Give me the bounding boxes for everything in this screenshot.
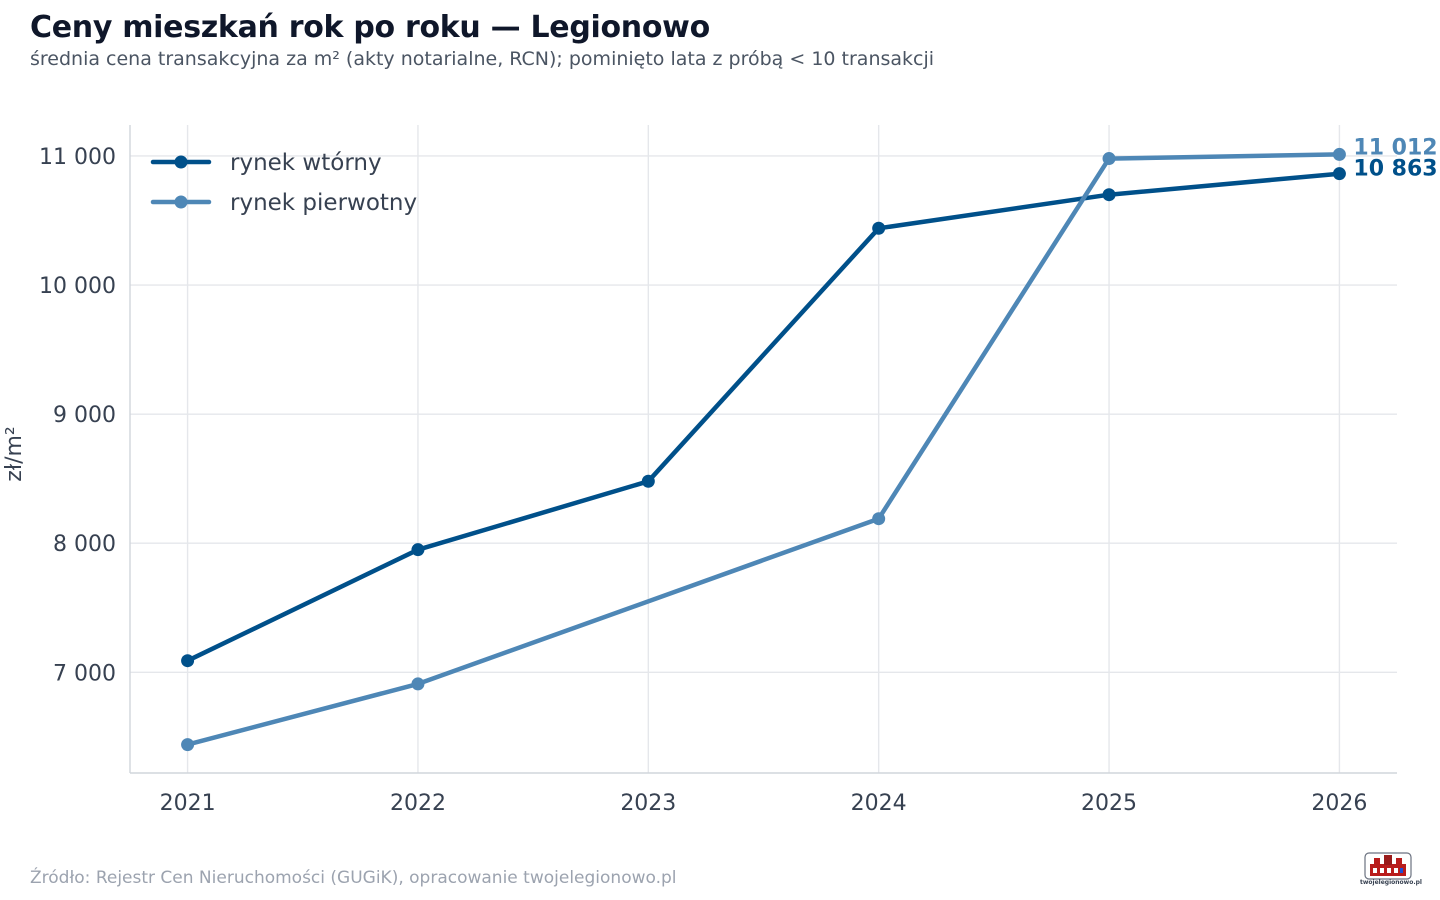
legend: rynek wtórny rynek pierwotny [150, 150, 417, 216]
data-series [181, 147, 1346, 752]
x-tick-label: 2024 [851, 791, 907, 816]
data-point [872, 512, 886, 526]
x-tick-label: 2021 [160, 791, 216, 816]
data-point [1332, 147, 1346, 161]
source-note: Źródło: Rejestr Cen Nieruchomości (GUGiK… [30, 868, 677, 888]
axes: 2021 2022 2023 2024 2025 2026 7 000 8 000 9 000 1… [2, 125, 1397, 816]
y-tick-label: 7 000 [53, 661, 116, 686]
legend-item: rynek pierwotny [150, 190, 417, 216]
data-point [872, 221, 886, 235]
data-point [1332, 167, 1346, 181]
x-tick-label: 2023 [620, 791, 676, 816]
data-point [1102, 188, 1116, 202]
twojelegionowo-logo-icon [1364, 852, 1412, 880]
legend-marker [174, 195, 188, 209]
data-point [411, 543, 425, 557]
series-line [185, 171, 1342, 663]
x-tick-label: 2026 [1311, 791, 1367, 816]
logo-caption: twojelegionowo.pl [1360, 879, 1422, 886]
y-tick-label: 11 000 [39, 145, 116, 170]
chart-subtitle: średnia cena transakcyjna za m² (akty no… [30, 48, 935, 70]
y-tick-label: 9 000 [53, 403, 116, 428]
data-point [181, 654, 195, 668]
y-axis-title: zł/m² [2, 426, 27, 481]
grid-lines [130, 125, 1397, 773]
chart-title: Ceny mieszkań rok po roku — Legionowo [30, 10, 710, 45]
data-point [1102, 152, 1116, 166]
data-point [641, 474, 655, 488]
legend-item: rynek wtórny [150, 150, 382, 176]
x-tick-label: 2022 [390, 791, 446, 816]
data-point [181, 738, 195, 752]
series-rynek-wtorny [181, 167, 1346, 668]
y-tick-label: 10 000 [39, 274, 116, 299]
legend-marker [174, 155, 188, 169]
end-label: 10 863 [1353, 156, 1437, 181]
end-label: 11 012 [1353, 135, 1437, 160]
series-rynek-pierwotny [181, 147, 1346, 752]
legend-label: rynek pierwotny [230, 190, 417, 216]
y-tick-label: 8 000 [53, 532, 116, 557]
series-line [185, 152, 1342, 747]
data-point [411, 677, 425, 691]
x-tick-label: 2025 [1081, 791, 1137, 816]
legend-label: rynek wtórny [230, 150, 382, 176]
